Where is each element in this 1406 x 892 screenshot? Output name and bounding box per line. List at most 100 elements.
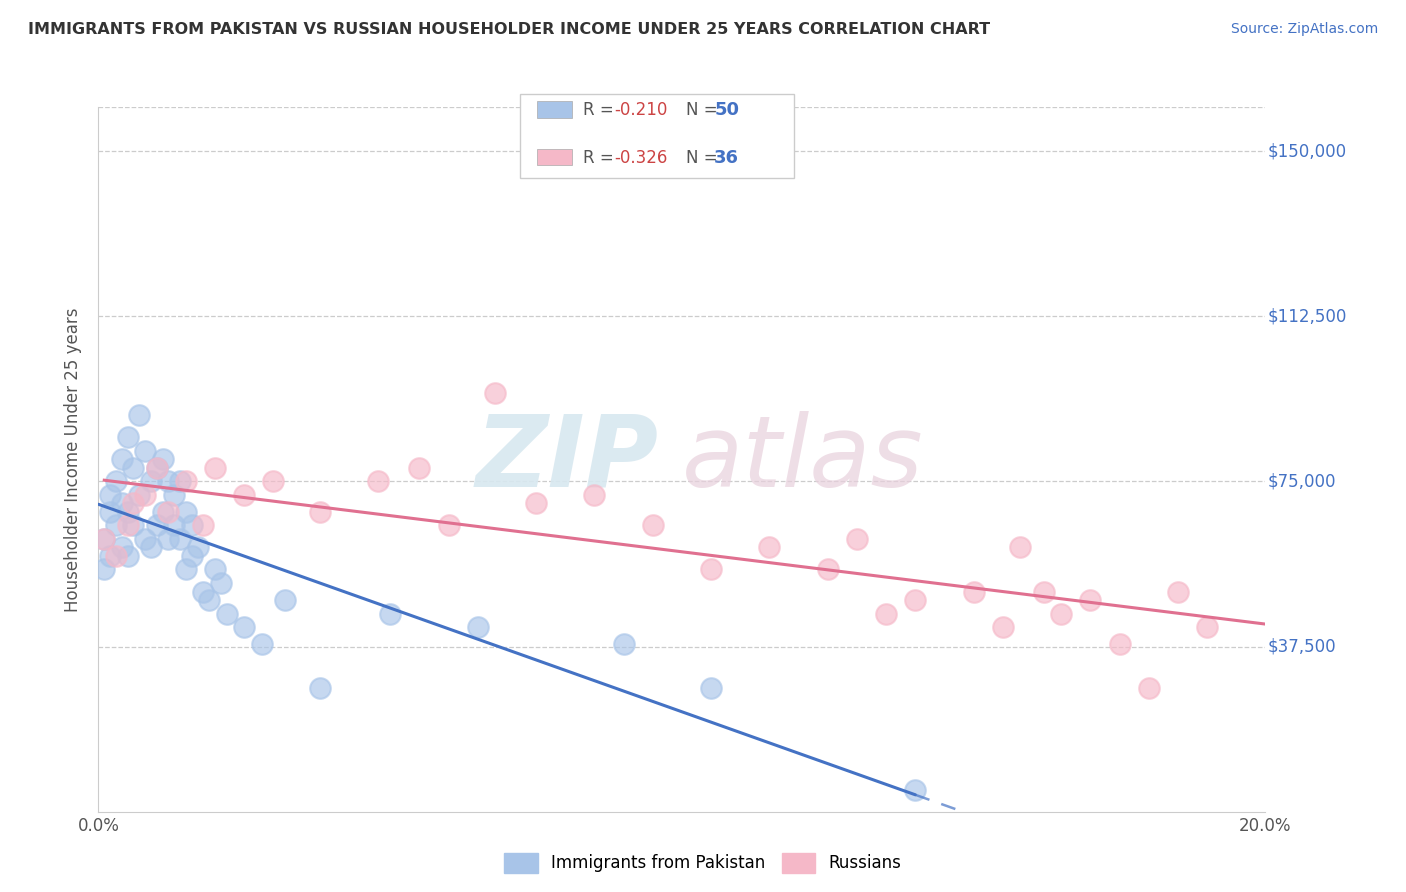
Text: -0.210: -0.210: [614, 101, 668, 119]
Y-axis label: Householder Income Under 25 years: Householder Income Under 25 years: [65, 307, 83, 612]
Point: [134, 443, 156, 458]
Point: [122, 461, 145, 475]
Point: [262, 475, 284, 489]
Point: [700, 681, 723, 696]
Point: [467, 620, 489, 634]
Point: [408, 461, 430, 475]
Point: [146, 461, 169, 475]
Point: [152, 452, 174, 467]
Point: [215, 607, 238, 621]
Point: [641, 518, 664, 533]
Point: [1195, 620, 1218, 634]
Point: [180, 518, 202, 533]
Point: [93, 532, 115, 546]
Point: [117, 430, 139, 444]
Point: [1050, 607, 1073, 621]
Point: [174, 562, 197, 576]
Point: [117, 505, 139, 519]
Point: [134, 487, 156, 501]
Point: [204, 562, 226, 576]
Text: $112,500: $112,500: [1268, 307, 1347, 326]
Text: ZIP: ZIP: [475, 411, 658, 508]
Point: [128, 409, 150, 423]
Point: [93, 562, 115, 576]
Point: [1032, 584, 1054, 599]
Legend: Immigrants from Pakistan, Russians: Immigrants from Pakistan, Russians: [498, 847, 908, 880]
Point: [122, 518, 145, 533]
Point: [846, 532, 869, 546]
Point: [1167, 584, 1189, 599]
Point: [152, 505, 174, 519]
Point: [1108, 637, 1130, 651]
Text: -0.326: -0.326: [614, 149, 668, 167]
Point: [117, 518, 139, 533]
Point: [250, 637, 273, 651]
Point: [98, 505, 121, 519]
Point: [209, 575, 232, 590]
Text: atlas: atlas: [682, 411, 924, 508]
Point: [169, 532, 191, 546]
Text: $75,000: $75,000: [1268, 473, 1336, 491]
Text: 50: 50: [714, 101, 740, 119]
Point: [169, 475, 191, 489]
Point: [98, 549, 121, 564]
Point: [128, 487, 150, 501]
Point: [612, 637, 634, 651]
Point: [1010, 541, 1032, 555]
Point: [274, 593, 297, 607]
Point: [193, 518, 215, 533]
Point: [104, 518, 127, 533]
Point: [198, 593, 221, 607]
Text: IMMIGRANTS FROM PAKISTAN VS RUSSIAN HOUSEHOLDER INCOME UNDER 25 YEARS CORRELATIO: IMMIGRANTS FROM PAKISTAN VS RUSSIAN HOUS…: [28, 22, 990, 37]
Point: [93, 532, 115, 546]
Point: [111, 496, 134, 510]
Point: [139, 541, 162, 555]
Point: [111, 541, 134, 555]
Point: [904, 593, 927, 607]
Point: [146, 461, 169, 475]
Point: [146, 518, 169, 533]
Text: 36: 36: [714, 149, 740, 167]
Point: [367, 475, 389, 489]
Point: [904, 782, 927, 797]
Point: [991, 620, 1014, 634]
Point: [104, 475, 127, 489]
Point: [875, 607, 897, 621]
Point: [157, 505, 180, 519]
Point: [157, 532, 180, 546]
Point: [1080, 593, 1102, 607]
Point: [233, 487, 256, 501]
Point: [583, 487, 606, 501]
Text: N =: N =: [686, 101, 723, 119]
Point: [163, 487, 186, 501]
Point: [98, 487, 121, 501]
Point: [122, 496, 145, 510]
Point: [380, 607, 402, 621]
Text: $150,000: $150,000: [1268, 142, 1347, 160]
Point: [437, 518, 460, 533]
Text: $37,500: $37,500: [1268, 638, 1336, 656]
Text: R =: R =: [583, 149, 620, 167]
Point: [1137, 681, 1160, 696]
Point: [700, 562, 723, 576]
Point: [134, 532, 156, 546]
Point: [193, 584, 215, 599]
Point: [111, 452, 134, 467]
Point: [233, 620, 256, 634]
Point: [104, 549, 127, 564]
Point: [163, 518, 186, 533]
Text: R =: R =: [583, 101, 620, 119]
Text: Source: ZipAtlas.com: Source: ZipAtlas.com: [1230, 22, 1378, 37]
Point: [187, 541, 209, 555]
Point: [484, 386, 506, 401]
Point: [309, 681, 332, 696]
Point: [174, 505, 197, 519]
Point: [309, 505, 332, 519]
Point: [962, 584, 984, 599]
Point: [524, 496, 547, 510]
Point: [157, 475, 180, 489]
Point: [174, 475, 197, 489]
Point: [117, 549, 139, 564]
Point: [817, 562, 839, 576]
Text: N =: N =: [686, 149, 723, 167]
